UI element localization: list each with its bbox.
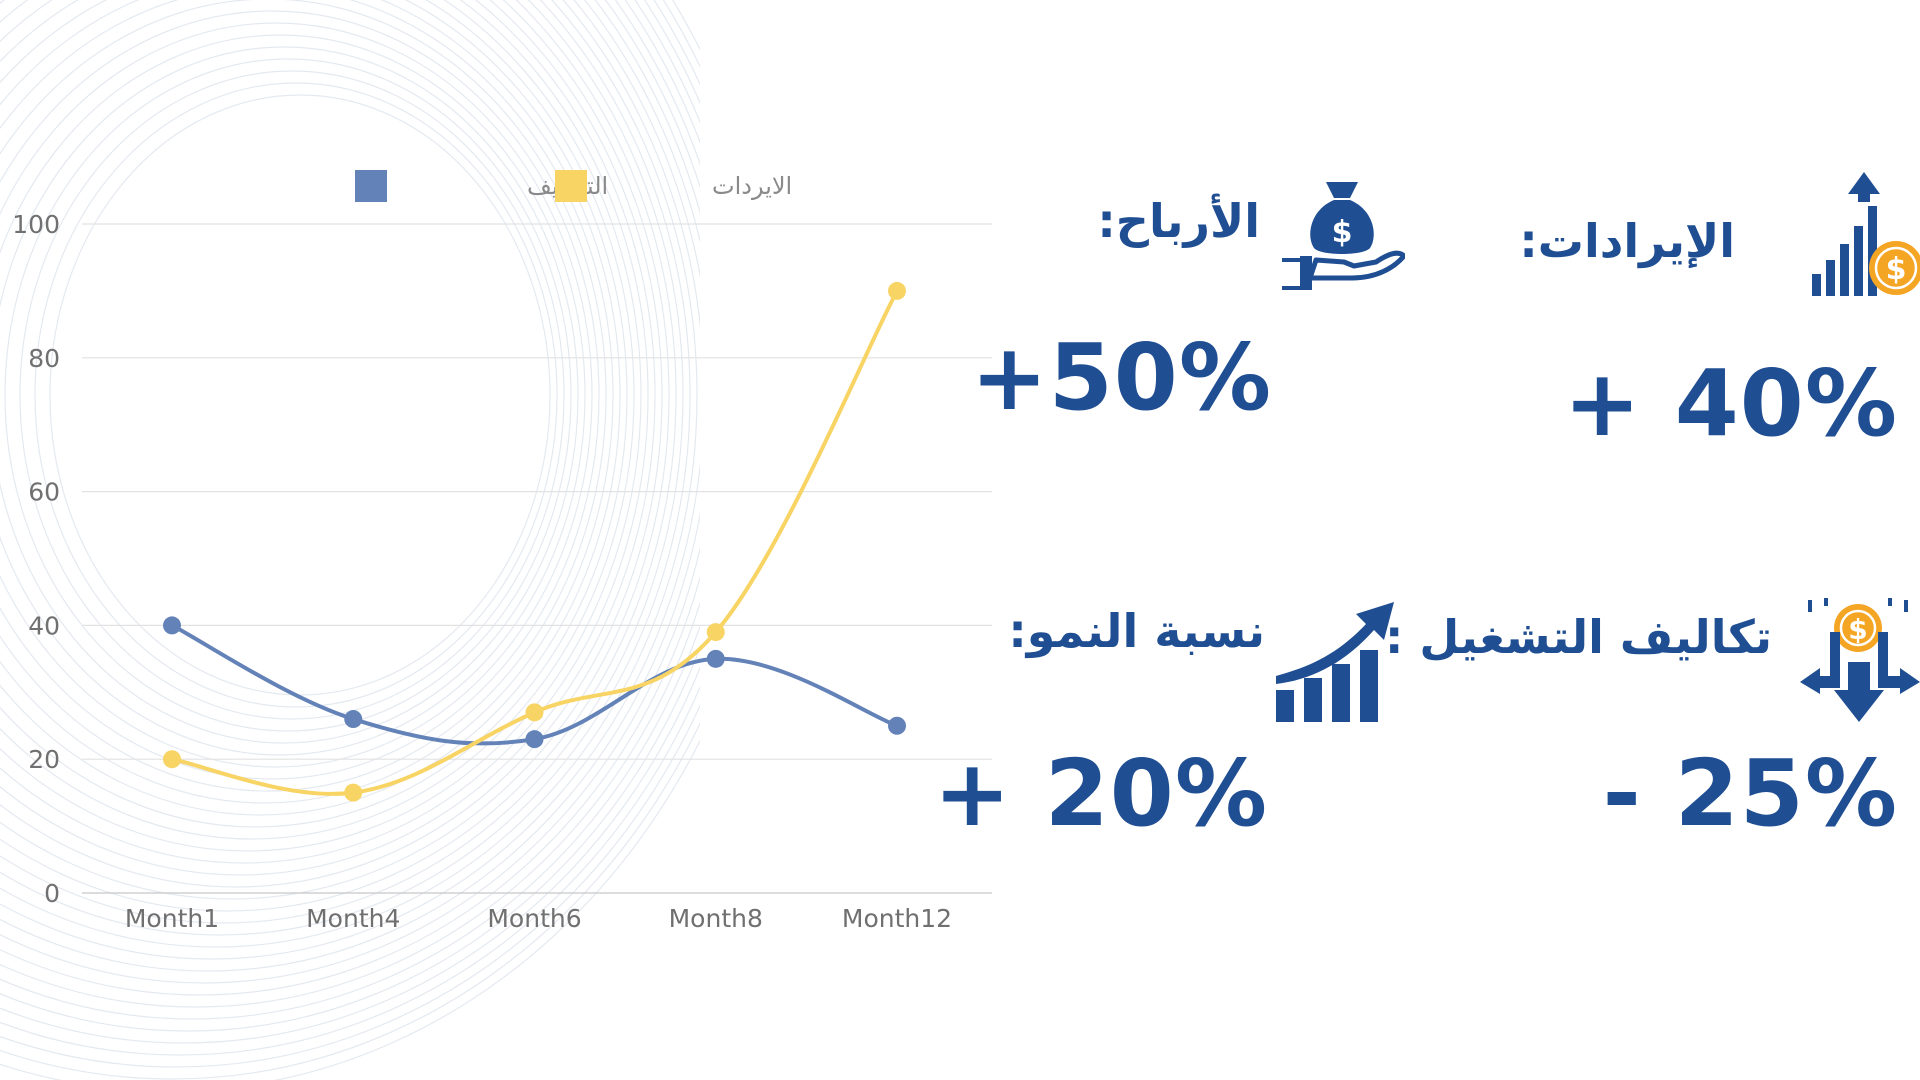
- operating-costs-label: تكاليف التشغيل :: [1385, 610, 1772, 664]
- data-point: [888, 281, 906, 300]
- y-tick-label: 60: [28, 478, 60, 507]
- background-arcs: [0, 0, 700, 1080]
- cost-down-arrow-icon: $: [1800, 598, 1920, 726]
- x-tick-label: Month6: [487, 904, 581, 933]
- x-tick-label: Month12: [842, 904, 952, 933]
- operating-costs-value: - 25%: [1602, 740, 1898, 847]
- series-line-0: [170, 623, 899, 746]
- profit-value: +50%: [970, 324, 1272, 431]
- legend-swatch-costs: [355, 170, 387, 202]
- series-lines: [163, 281, 906, 802]
- growth-value: + 20%: [933, 740, 1268, 847]
- y-tick-label: 20: [28, 745, 60, 774]
- data-point: [163, 616, 181, 635]
- legend-swatch-revenue: [555, 170, 587, 202]
- x-axis: Month1 Month4 Month6 Month8 Month12: [125, 904, 952, 933]
- data-point: [525, 703, 544, 722]
- legend: التكاليف الايردات: [355, 170, 792, 202]
- bar-chart-dollar-icon: $: [1808, 172, 1920, 298]
- growth-label: نسبة النمو:: [1008, 604, 1265, 658]
- data-point: [706, 623, 725, 642]
- y-tick-label: 100: [12, 210, 60, 239]
- grid-lines: [82, 223, 992, 894]
- revenue-label: الإيرادات:: [1519, 214, 1735, 268]
- data-point: [888, 716, 906, 735]
- growth-arrow-icon: [1274, 598, 1396, 724]
- y-axis: 0 20 40 60 80 100: [12, 210, 60, 908]
- data-point: [163, 750, 181, 769]
- svg-text:$: $: [1332, 215, 1353, 250]
- data-point: [525, 730, 544, 749]
- legend-label-revenue: الايردات: [712, 172, 792, 200]
- data-point: [344, 710, 363, 729]
- x-tick-label: Month4: [306, 904, 400, 933]
- y-tick-label: 40: [28, 611, 60, 640]
- money-bag-hand-icon: $: [1280, 174, 1407, 299]
- svg-text:$: $: [1848, 613, 1867, 646]
- data-point: [706, 649, 725, 668]
- series-line-1: [170, 288, 899, 796]
- y-tick-label: 0: [44, 879, 60, 908]
- y-tick-label: 80: [28, 344, 60, 373]
- svg-text:$: $: [1886, 252, 1907, 287]
- profit-label: الأرباح:: [1097, 194, 1260, 248]
- x-tick-label: Month8: [669, 904, 763, 933]
- data-point: [344, 783, 363, 802]
- revenue-value: + 40%: [1563, 350, 1898, 457]
- x-tick-label: Month1: [125, 904, 219, 933]
